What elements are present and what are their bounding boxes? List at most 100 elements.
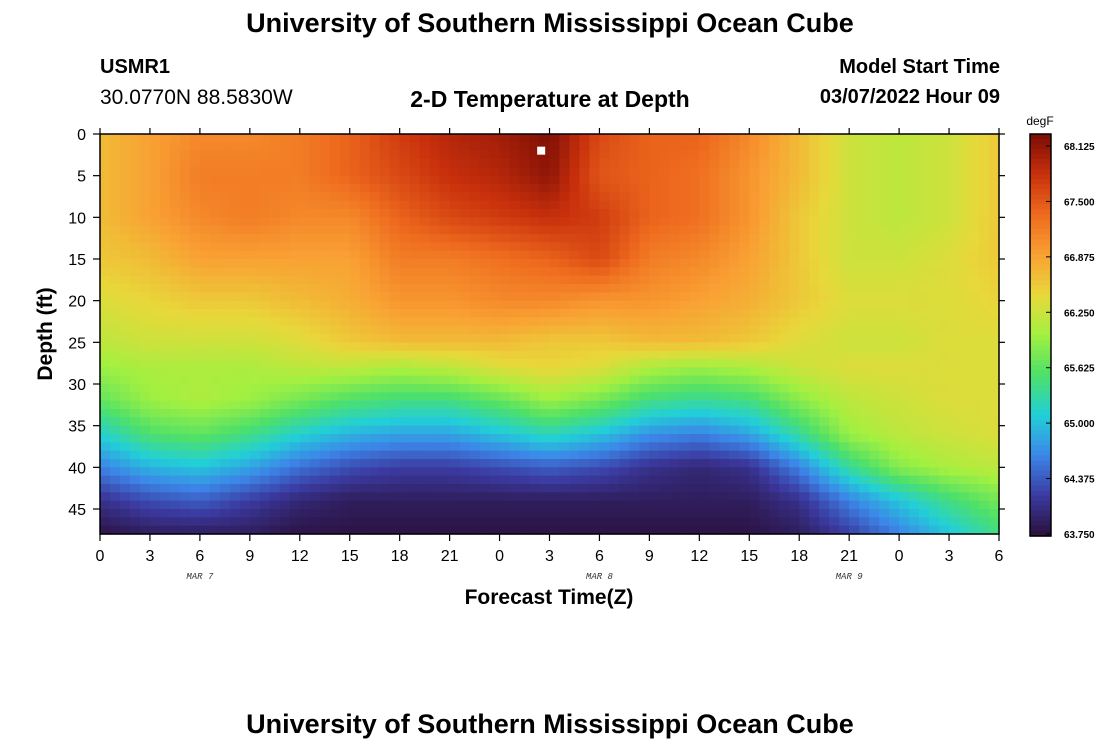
heatmap-cell	[719, 225, 730, 235]
heatmap-cell	[629, 159, 640, 168]
heatmap-cell	[719, 450, 730, 460]
heatmap-cell	[479, 392, 491, 402]
heatmap-cell	[119, 367, 131, 377]
heatmap-cell	[629, 184, 640, 193]
heatmap-cell	[899, 475, 910, 485]
heatmap-cell	[659, 367, 670, 377]
heatmap-cell	[859, 334, 870, 343]
heatmap-cell	[659, 450, 670, 460]
heatmap-cell	[599, 217, 611, 227]
heatmap-cell	[749, 484, 760, 493]
heatmap-cell	[979, 234, 990, 243]
heatmap-cell	[329, 350, 341, 360]
heatmap-cell	[189, 142, 201, 152]
heatmap-cell	[309, 342, 321, 352]
heatmap-cell	[809, 217, 820, 227]
heatmap-cell	[489, 184, 501, 193]
heatmap-cell	[389, 409, 401, 418]
heatmap-cell	[469, 450, 481, 460]
heatmap-cell	[319, 367, 331, 377]
heatmap-cell	[269, 292, 281, 302]
heatmap-cell	[189, 309, 201, 318]
heatmap-cell	[949, 434, 960, 443]
heatmap-cell	[879, 400, 890, 410]
heatmap-cell	[759, 267, 770, 277]
heatmap-cell	[619, 384, 631, 393]
colorbar-segment	[1030, 139, 1051, 145]
heatmap-cell	[639, 525, 650, 535]
heatmap-cell	[819, 475, 830, 485]
heatmap-cell	[409, 250, 421, 260]
heatmap-cell	[189, 525, 201, 535]
heatmap-cell	[109, 259, 121, 268]
heatmap-cell	[659, 325, 670, 335]
heatmap-cell	[399, 342, 411, 352]
heatmap-cell	[829, 367, 840, 377]
heatmap-cell	[129, 342, 141, 352]
heatmap-cell	[849, 467, 860, 477]
heatmap-cell	[869, 434, 880, 443]
heatmap-cell	[429, 159, 441, 168]
heatmap-cell	[969, 350, 980, 360]
heatmap-cell	[819, 192, 830, 202]
heatmap-cell	[699, 300, 710, 310]
heatmap-cell	[199, 450, 211, 460]
heatmap-cell	[679, 334, 690, 343]
heatmap-cell	[899, 350, 910, 360]
heatmap-cell	[439, 342, 451, 352]
heatmap-cell	[639, 492, 650, 502]
heatmap-cell	[399, 259, 411, 268]
heatmap-cell	[239, 434, 251, 443]
heatmap-cell	[609, 200, 621, 210]
heatmap-cell	[679, 150, 690, 160]
heatmap-cell	[489, 334, 501, 343]
heatmap-cell	[139, 500, 151, 510]
heatmap-cell	[779, 167, 790, 177]
heatmap-cell	[179, 175, 191, 185]
heatmap-cell	[379, 409, 391, 418]
heatmap-cell	[339, 292, 351, 302]
heatmap-cell	[789, 350, 800, 360]
heatmap-cell	[609, 300, 621, 310]
heatmap-cell	[939, 350, 950, 360]
heatmap-cell	[529, 267, 541, 277]
colorbar-segment	[1030, 400, 1051, 406]
heatmap-cell	[219, 359, 231, 368]
heatmap-cell	[839, 142, 850, 152]
heatmap-cell	[439, 525, 451, 535]
heatmap-cell	[179, 409, 191, 418]
heatmap-cell	[849, 275, 860, 285]
heatmap-cell	[109, 392, 121, 402]
heatmap-cell	[799, 392, 810, 402]
colorbar-tick-label: 66.250	[1064, 308, 1095, 319]
heatmap-cell	[239, 200, 251, 210]
heatmap-cell	[789, 242, 800, 252]
heatmap-cell	[479, 275, 491, 285]
heatmap-cell	[979, 484, 990, 493]
heatmap-cell	[959, 425, 970, 435]
heatmap-cell	[459, 184, 471, 193]
heatmap-cell	[809, 325, 820, 335]
heatmap-cell	[699, 475, 710, 485]
heatmap-cell	[519, 167, 531, 177]
heatmap-cell	[339, 225, 351, 235]
heatmap-cell	[429, 517, 441, 527]
heatmap-cell	[699, 209, 710, 218]
colorbar-segment	[1030, 309, 1051, 316]
heatmap-cell	[529, 525, 541, 535]
heatmap-cell	[389, 292, 401, 302]
heatmap-cell	[799, 209, 810, 218]
heatmap-cell	[979, 275, 990, 285]
heatmap-cell	[979, 500, 990, 510]
heatmap-cell	[979, 475, 990, 485]
heatmap-cell	[749, 284, 760, 293]
heatmap-cell	[639, 184, 650, 193]
heatmap-cell	[649, 467, 660, 477]
heatmap-cell	[489, 350, 501, 360]
heatmap-cell	[409, 200, 421, 210]
heatmap-cell	[979, 375, 990, 385]
heatmap-cell	[809, 417, 820, 427]
heatmap-cell	[609, 192, 621, 202]
heatmap-cell	[559, 225, 571, 235]
heatmap-cell	[459, 234, 471, 243]
